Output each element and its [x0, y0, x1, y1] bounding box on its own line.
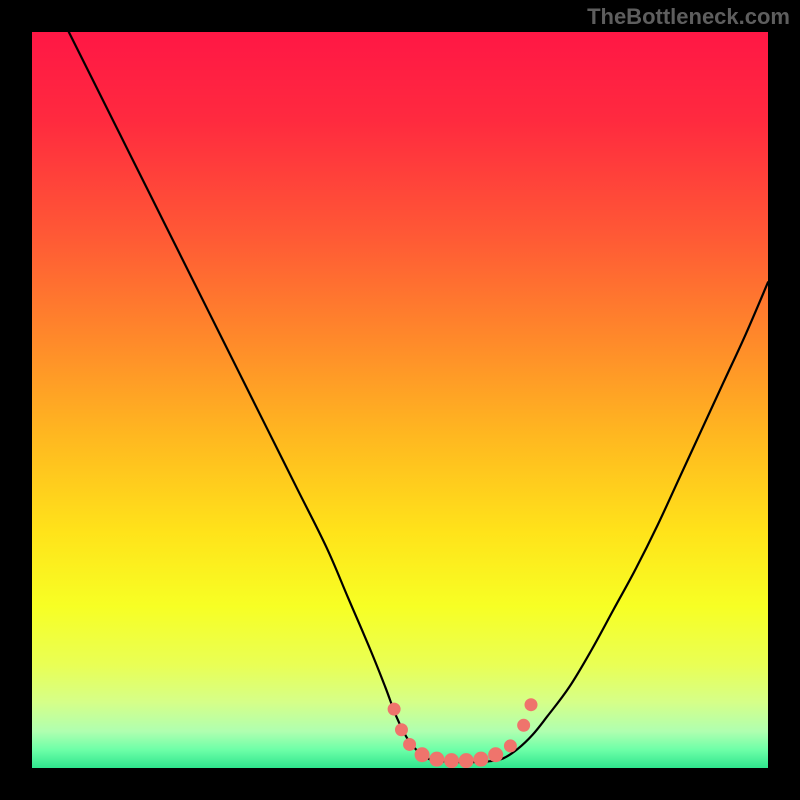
marker-point [430, 752, 444, 766]
marker-point [474, 752, 488, 766]
marker-point [404, 738, 416, 750]
watermark-text: TheBottleneck.com [587, 4, 790, 30]
marker-point [445, 754, 459, 768]
plot-background [32, 32, 768, 768]
marker-point [525, 699, 537, 711]
marker-point [459, 754, 473, 768]
marker-point [489, 748, 503, 762]
bottleneck-chart [0, 0, 800, 800]
marker-point [518, 719, 530, 731]
chart-frame: TheBottleneck.com [0, 0, 800, 800]
marker-point [415, 748, 429, 762]
marker-point [388, 703, 400, 715]
marker-point [504, 740, 516, 752]
marker-point [395, 724, 407, 736]
